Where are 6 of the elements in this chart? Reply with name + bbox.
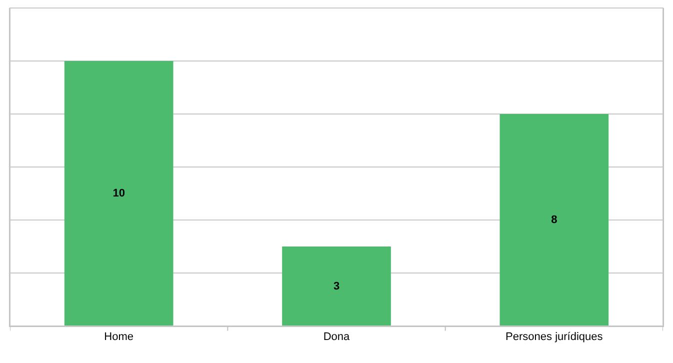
x-tick-label: Dona: [323, 331, 351, 344]
x-tick-label: Persones jurídiques: [506, 331, 604, 344]
data-label: 8: [551, 214, 558, 226]
data-label: 3: [333, 280, 340, 292]
x-tick-label: Home: [104, 331, 134, 344]
data-label: 10: [112, 188, 125, 200]
